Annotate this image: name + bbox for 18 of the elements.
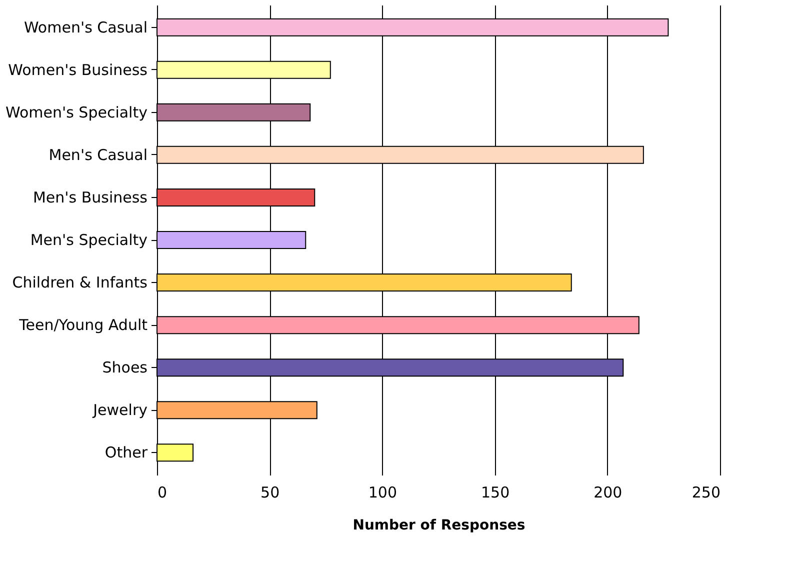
y-tick-label: Jewelry — [92, 401, 148, 420]
y-tick-label: Women's Casual — [24, 18, 148, 36]
y-tick-label: Women's Business — [8, 60, 148, 79]
y-tick-label: Men's Specialty — [30, 231, 148, 249]
y-tick-label: Other — [104, 444, 148, 462]
y-tick-label: Teen/Young Adult — [18, 316, 148, 334]
x-tick-label: 250 — [692, 484, 720, 502]
y-tick-label: Women's Specialty — [6, 103, 148, 122]
y-tick-label: Children & Infants — [12, 274, 148, 292]
x-tick-label: 200 — [594, 484, 622, 502]
x-tick-label: 100 — [368, 484, 398, 502]
x-tick-label: 0 — [158, 484, 168, 502]
x-tick-label: 150 — [480, 484, 510, 502]
y-tick-label: Men's Casual — [48, 146, 148, 164]
x-axis-title: Number of Responses — [352, 518, 526, 534]
x-tick-label: 50 — [260, 484, 280, 502]
y-tick-label: Shoes — [102, 358, 148, 377]
y-tick-label: Men's Business — [32, 188, 148, 206]
